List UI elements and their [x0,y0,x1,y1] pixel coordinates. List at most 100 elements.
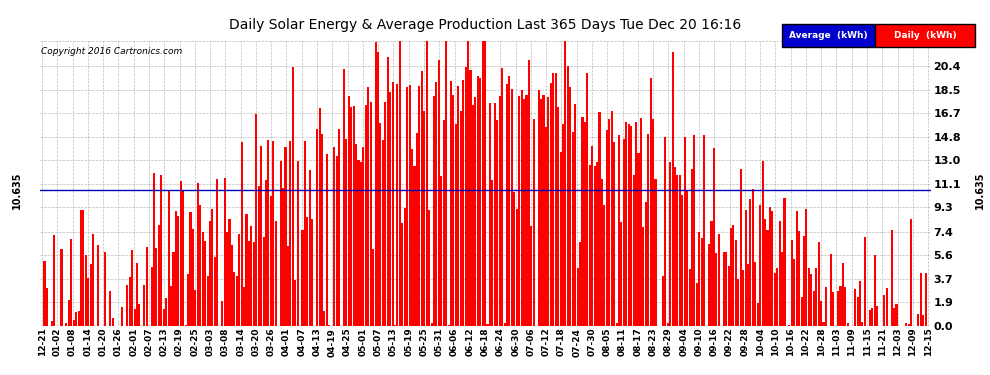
Bar [302,230,304,326]
Bar [571,132,574,326]
Bar [564,41,566,326]
Bar [557,107,559,326]
Bar [50,321,52,326]
Bar [613,142,615,326]
Bar [472,105,474,326]
Bar [830,255,832,326]
Bar [452,94,454,326]
Bar [248,241,250,326]
Bar [599,112,601,326]
Bar [431,323,433,326]
Bar [182,190,184,326]
Bar [82,210,84,326]
Bar [364,105,367,326]
Bar [367,87,369,326]
Bar [586,73,588,326]
Bar [621,222,623,326]
Bar [666,324,668,326]
Bar [409,85,411,326]
Bar [46,288,48,326]
Bar [180,182,182,326]
Bar [711,220,713,326]
Bar [326,154,328,326]
Bar [90,264,92,326]
Bar [477,76,479,326]
Bar [336,156,338,326]
Bar [703,135,705,326]
Bar [606,130,608,326]
Bar [387,57,389,326]
Bar [766,230,768,326]
Bar [691,169,693,326]
Text: 10.635: 10.635 [974,172,985,209]
Bar [75,312,77,326]
Bar [433,96,435,326]
Bar [531,226,533,326]
Bar [513,192,516,326]
Bar [236,276,238,326]
Bar [109,291,111,326]
Bar [628,123,630,326]
Bar [85,255,87,326]
Bar [464,67,466,326]
Bar [319,108,321,326]
Bar [618,135,620,326]
Bar [842,263,844,326]
Bar [778,221,781,326]
Bar [324,311,326,326]
Bar [813,291,815,326]
Bar [160,175,162,326]
Bar [788,325,790,326]
Bar [404,207,406,326]
Bar [644,202,646,326]
Bar [316,129,318,326]
Bar [157,225,160,326]
Bar [352,106,354,326]
Bar [905,323,907,326]
Bar [674,167,676,326]
Bar [355,144,357,326]
Bar [304,141,306,326]
Bar [270,196,272,326]
Bar [207,276,209,326]
Bar [92,234,94,326]
Bar [360,162,362,326]
Bar [80,210,82,326]
Bar [333,147,336,326]
Bar [528,60,530,326]
Bar [338,129,341,326]
Bar [446,41,447,326]
Bar [289,141,291,326]
Bar [854,289,856,326]
Bar [883,295,885,326]
Bar [769,207,771,326]
Bar [155,248,157,326]
Bar [441,176,443,326]
Bar [856,297,858,326]
Bar [274,221,277,326]
Bar [343,69,345,326]
Bar [686,190,688,326]
Bar [679,176,681,326]
Bar [696,283,698,326]
Bar [347,96,349,326]
Bar [591,146,593,326]
Bar [815,267,817,326]
Bar [384,102,386,326]
Bar [589,165,591,326]
Bar [134,309,136,326]
Bar [547,97,549,326]
Bar [447,325,449,326]
Bar [559,152,561,326]
Bar [825,286,827,326]
Bar [725,252,727,326]
Bar [723,252,725,326]
Bar [194,290,196,326]
Bar [306,217,309,326]
Bar [552,72,554,326]
Bar [910,219,912,326]
Bar [533,119,535,326]
Bar [754,261,756,326]
Bar [177,216,179,326]
Bar [864,237,866,326]
